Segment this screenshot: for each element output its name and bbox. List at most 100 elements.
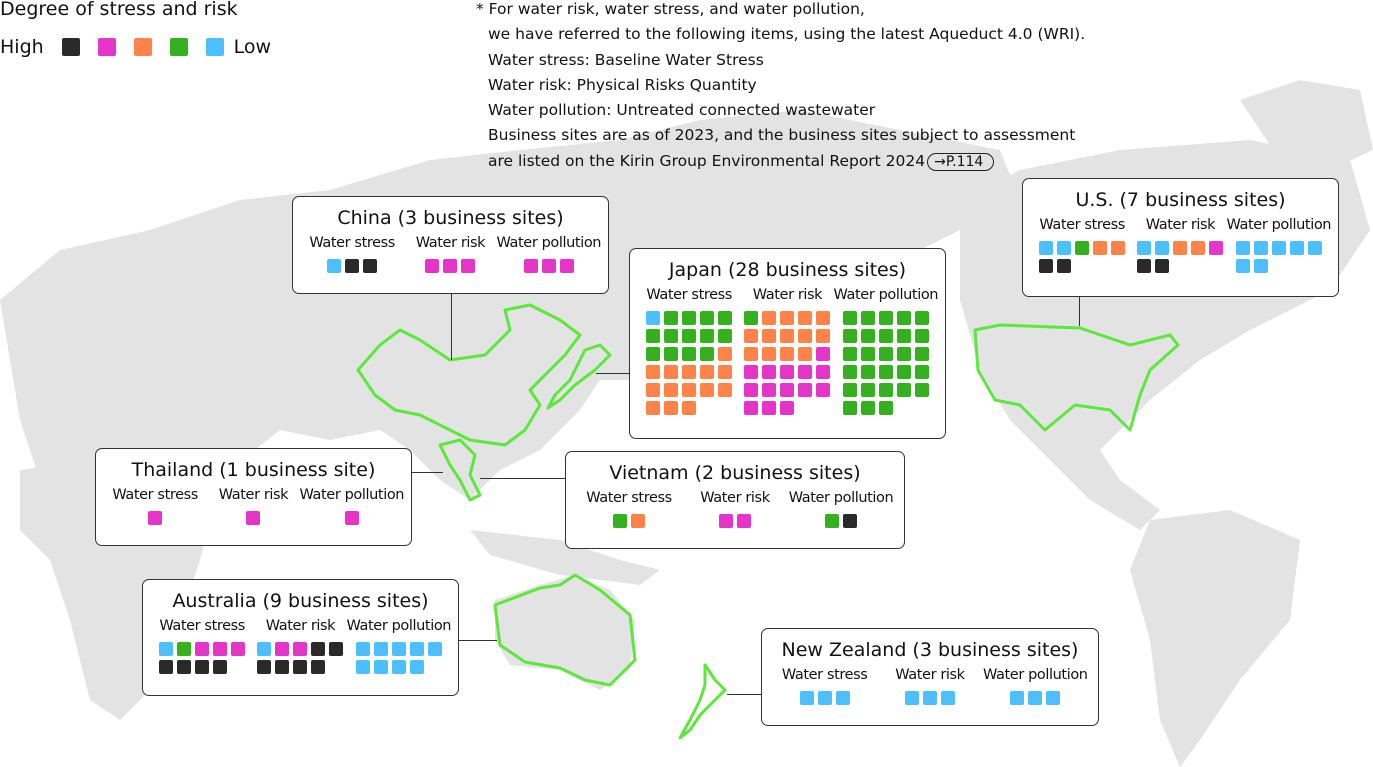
- site-square: [700, 383, 715, 397]
- indicator-stress: Water stress: [107, 487, 203, 525]
- indicator-label: Water risk: [752, 287, 823, 303]
- site-square: [1010, 691, 1025, 705]
- site-squares: [842, 311, 929, 415]
- indicator-label: Water stress: [159, 618, 245, 634]
- site-squares: [257, 642, 344, 674]
- site-square: [878, 329, 893, 343]
- site-square: [425, 259, 440, 273]
- site-square: [940, 691, 955, 705]
- site-square: [816, 347, 831, 361]
- site-square: [293, 660, 308, 674]
- note-line: * For water risk, water stress, and wate…: [476, 0, 865, 18]
- indicator-label: Water stress: [646, 287, 732, 303]
- site-square: [409, 642, 424, 656]
- indicator-label: Water pollution: [983, 667, 1088, 683]
- connector-china: [451, 293, 453, 360]
- page-reference-link[interactable]: →P.114: [927, 152, 995, 171]
- site-squares: [613, 514, 645, 528]
- site-square: [327, 259, 342, 273]
- indicator-columns: Water stress Water risk Water pollution: [566, 490, 904, 528]
- site-square: [646, 365, 661, 379]
- legend-title: Degree of stress and risk: [0, 0, 238, 20]
- indicator-risk: Water risk: [687, 490, 783, 528]
- indicator-risk: Water risk: [739, 287, 835, 415]
- indicator-pollution: Water pollution: [789, 490, 894, 528]
- indicator-columns: Water stress Water risk Water pollution: [762, 667, 1098, 705]
- site-square: [914, 383, 929, 397]
- outline-china: [356, 303, 582, 447]
- site-square: [914, 347, 929, 361]
- site-square: [744, 329, 759, 343]
- legend-low-label: Low: [233, 36, 272, 58]
- site-square: [177, 642, 192, 656]
- indicator-columns: Water stress Water risk Water pollution: [96, 487, 411, 525]
- indicator-stress: Water stress: [581, 490, 677, 528]
- site-squares: [523, 259, 574, 273]
- connector-australia: [458, 640, 497, 642]
- site-square: [1289, 241, 1304, 255]
- indicator-label: Water stress: [309, 235, 395, 251]
- site-square: [718, 383, 733, 397]
- site-square: [409, 660, 424, 674]
- site-square: [1046, 691, 1061, 705]
- region-box-vietnam: Vietnam (2 business sites) Water stress Wa…: [565, 451, 905, 549]
- site-square: [718, 311, 733, 325]
- indicator-label: Water pollution: [788, 490, 894, 506]
- connector-new-zealand: [727, 694, 761, 696]
- site-square: [780, 311, 795, 325]
- region-title: U.S. (7 business sites): [1075, 189, 1286, 211]
- indicator-label: Water pollution: [1226, 217, 1332, 233]
- site-square: [559, 259, 574, 273]
- site-square: [355, 642, 370, 656]
- site-squares: [744, 311, 831, 415]
- site-square: [311, 642, 326, 656]
- site-squares: [1137, 241, 1224, 273]
- site-square: [682, 365, 697, 379]
- site-square: [195, 642, 210, 656]
- site-square: [914, 365, 929, 379]
- indicator-label: Water risk: [1145, 217, 1216, 233]
- site-square: [373, 660, 388, 674]
- indicator-label: Water stress: [1039, 217, 1125, 233]
- indicator-risk: Water risk: [882, 667, 978, 705]
- indicator-risk: Water risk: [205, 487, 301, 525]
- legend-scale: High Low: [0, 36, 271, 58]
- site-square: [780, 383, 795, 397]
- site-square: [896, 365, 911, 379]
- legend-swatch-orange: [133, 38, 152, 56]
- outline-new-zealand: [678, 663, 727, 740]
- site-square: [896, 329, 911, 343]
- site-square: [780, 329, 795, 343]
- site-square: [816, 365, 831, 379]
- site-square: [664, 347, 679, 361]
- site-square: [275, 660, 290, 674]
- landmass-greenland: [1240, 80, 1373, 170]
- site-squares: [159, 642, 246, 674]
- indicator-label: Water pollution: [496, 235, 602, 251]
- site-square: [798, 311, 813, 325]
- site-square: [878, 311, 893, 325]
- outline-japan: [546, 343, 612, 410]
- connector-vietnam: [480, 478, 565, 480]
- site-square: [762, 365, 777, 379]
- region-box-australia: Australia (9 business sites) Water stress…: [142, 579, 459, 696]
- indicator-label: Water risk: [265, 618, 336, 634]
- site-square: [664, 311, 679, 325]
- site-squares: [646, 311, 733, 415]
- site-squares: [825, 514, 857, 528]
- indicator-columns: Water stress Water risk Water pollution: [630, 287, 945, 415]
- indicator-stress: Water stress: [777, 667, 873, 705]
- site-square: [231, 642, 246, 656]
- site-square: [798, 347, 813, 361]
- site-square: [1209, 241, 1224, 255]
- site-square: [816, 329, 831, 343]
- note-line: Business sites are as of 2023, and the b…: [488, 126, 1076, 145]
- site-square: [718, 347, 733, 361]
- note-line: Water stress: Baseline Water Stress: [488, 50, 764, 69]
- outline-australia: [493, 573, 637, 687]
- site-square: [1155, 241, 1170, 255]
- site-square: [719, 514, 733, 528]
- site-square: [523, 259, 538, 273]
- site-square: [842, 311, 857, 325]
- site-square: [443, 259, 458, 273]
